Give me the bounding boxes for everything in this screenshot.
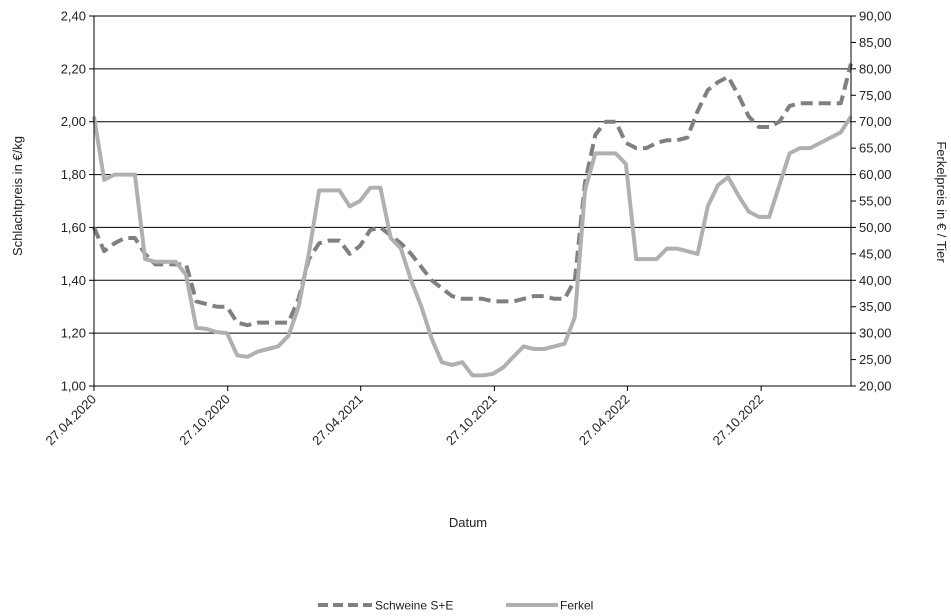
x-tick-label: 27.04.2021 [309,392,366,449]
legend: Schweine S+E Ferkel [318,599,593,613]
series-line-schweine [92,63,853,328]
gridlines [94,15,851,334]
right-tick-label: 25,00 [859,352,892,367]
left-axis-title: Schlachtpreis in €/kg [10,136,25,256]
right-tick-label: 35,00 [859,299,892,314]
x-tick-label: 27.04.2022 [576,392,633,449]
left-tick-label: 1,00 [61,379,86,394]
right-tick-label: 60,00 [859,167,892,182]
x-tick-label: 27.10.2021 [443,392,500,449]
left-tick-label: 1,40 [61,273,86,288]
x-tick-label: 27.10.2020 [176,392,233,449]
right-axis-ticks: 20,00 25,00 30,00 35,00 40,00 45,00 50,00 55,00… [851,9,892,394]
x-axis-title: Datum [449,515,487,530]
x-tick-label: 27.10.2022 [710,392,767,449]
legend-label: Schweine S+E [375,599,453,613]
left-tick-label: 1,80 [61,167,86,182]
left-tick-label: 1,20 [61,326,86,341]
right-tick-label: 70,00 [859,114,892,129]
right-tick-label: 75,00 [859,88,892,103]
left-tick-label: 1,60 [61,220,86,235]
series-line-ferkel [92,115,853,378]
right-tick-label: 90,00 [859,9,892,24]
right-tick-label: 30,00 [859,326,892,341]
left-axis-ticks: 1,00 1,20 1,40 1,60 1,80 2,00 2,20 2,40 [61,9,94,394]
right-tick-label: 65,00 [859,141,892,156]
right-axis-title: Ferkelpreis in € / Tier [934,141,949,263]
right-tick-label: 45,00 [859,246,892,261]
left-tick-label: 2,00 [61,114,86,129]
right-tick-label: 50,00 [859,220,892,235]
right-tick-label: 80,00 [859,61,892,76]
left-tick-label: 2,40 [61,9,86,24]
x-axis-ticks: 27.04.2020 27.10.2020 27.04.2021 27.10.2021… [42,386,766,448]
right-tick-label: 85,00 [859,35,892,50]
left-tick-label: 2,20 [61,61,86,76]
series-layer [92,63,853,378]
right-tick-label: 55,00 [859,194,892,209]
right-tick-label: 40,00 [859,273,892,288]
right-tick-label: 20,00 [859,379,892,394]
x-tick-label: 27.04.2020 [42,392,99,449]
legend-label: Ferkel [560,599,593,613]
